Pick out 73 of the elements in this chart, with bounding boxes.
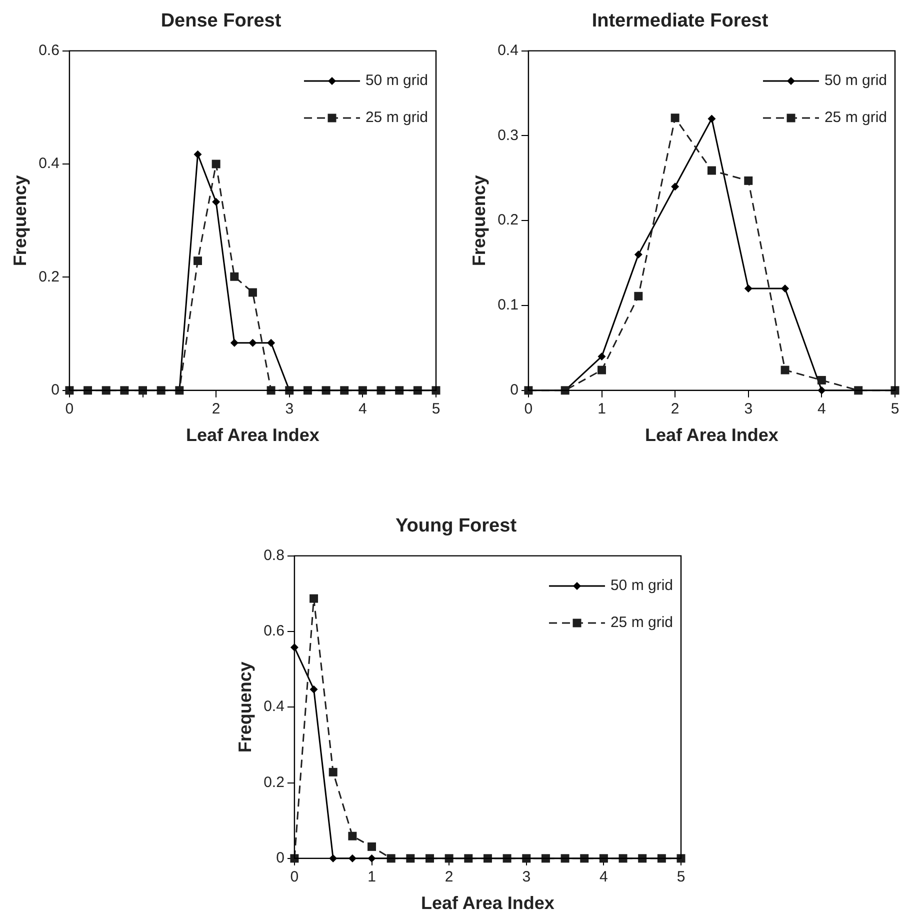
legend-label: 25 m grid (824, 109, 887, 126)
y-tick-label: 0.4 (498, 42, 518, 59)
x-tick-label: 5 (890, 400, 900, 418)
legend-label: 50 m grid (824, 72, 887, 90)
point (212, 198, 220, 206)
point (634, 250, 642, 259)
x-tick-label: 5 (432, 400, 440, 418)
point (248, 288, 257, 297)
y-tick-label: 0.4 (264, 698, 284, 716)
legend-label: 25 m grid (365, 109, 428, 126)
x-tick-label: 3 (285, 400, 294, 418)
y-tick-label: 0.2 (38, 268, 60, 286)
point (328, 768, 338, 776)
point (744, 284, 752, 293)
x-tick-label: 2 (444, 868, 454, 886)
point (194, 256, 202, 266)
point (267, 338, 276, 347)
y-axis-title: Frequency (468, 175, 489, 266)
x-tick-label: 4 (600, 868, 608, 886)
y-axis-title: Frequency (10, 175, 30, 266)
y-tick-label: 0.8 (264, 546, 284, 564)
x-tick-label: 3 (522, 868, 531, 886)
x-axis-title: Leaf Area Index (645, 425, 778, 446)
point (348, 832, 357, 840)
y-tick-label: 0.1 (498, 296, 518, 314)
point (598, 366, 606, 374)
x-tick-label: 2 (212, 400, 220, 418)
point (708, 114, 716, 123)
x-tick-label: 1 (368, 868, 376, 886)
point (744, 176, 753, 185)
point (310, 594, 318, 603)
point (671, 182, 680, 191)
y-axis-title: Frequency (234, 662, 255, 753)
y-tick-label: 0.4 (38, 155, 60, 172)
legend-label: 50 m grid (365, 72, 428, 90)
point (230, 272, 239, 281)
y-tick-label: 0 (51, 382, 60, 399)
x-tick-label: 4 (358, 400, 367, 418)
y-tick-label: 0.2 (264, 774, 284, 791)
point (194, 150, 202, 158)
point (248, 338, 257, 347)
point (634, 292, 643, 300)
y-tick-label: 0.6 (38, 42, 60, 59)
x-axis-title: Leaf Area Index (186, 425, 320, 446)
x-tick-label: 1 (598, 400, 606, 418)
legend-label: 25 m grid (610, 614, 673, 632)
y-tick-label: 0.6 (264, 622, 284, 640)
chart-title: Dense Forest (160, 10, 282, 32)
y-tick-label: 0 (276, 850, 284, 867)
y-tick-label: 0.2 (498, 212, 518, 229)
x-tick-label: 5 (676, 868, 686, 886)
x-tick-label: 0 (65, 400, 74, 418)
x-axis-title: Leaf Area Index (421, 893, 554, 914)
y-tick-label: 0 (510, 382, 518, 399)
x-tick-label: 2 (670, 400, 680, 418)
point (368, 842, 376, 851)
point (781, 284, 790, 293)
chart-title: Young Forest (395, 516, 518, 537)
point (707, 166, 716, 175)
y-tick-label: 0.3 (498, 126, 518, 144)
x-tick-label: 0 (290, 868, 299, 886)
point (230, 338, 238, 347)
x-tick-label: 3 (744, 400, 753, 418)
legend-label: 50 m grid (610, 577, 673, 594)
x-tick-label: 0 (524, 400, 533, 418)
point (670, 114, 680, 122)
x-tick-label: 4 (818, 400, 826, 418)
point (780, 366, 790, 374)
point (310, 685, 318, 694)
point (817, 376, 826, 384)
point (212, 160, 220, 168)
point (598, 352, 606, 360)
chart-title: Intermediate Forest (592, 10, 769, 32)
